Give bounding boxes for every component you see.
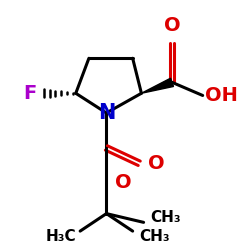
Text: O: O <box>148 154 164 173</box>
Text: O: O <box>164 16 180 35</box>
Text: CH₃: CH₃ <box>139 229 170 244</box>
Text: OH: OH <box>205 86 238 105</box>
Text: CH₃: CH₃ <box>150 210 181 226</box>
Text: F: F <box>23 84 36 103</box>
Text: H₃C: H₃C <box>45 229 76 244</box>
Text: N: N <box>98 103 115 123</box>
Polygon shape <box>142 78 174 93</box>
Text: O: O <box>115 174 132 193</box>
